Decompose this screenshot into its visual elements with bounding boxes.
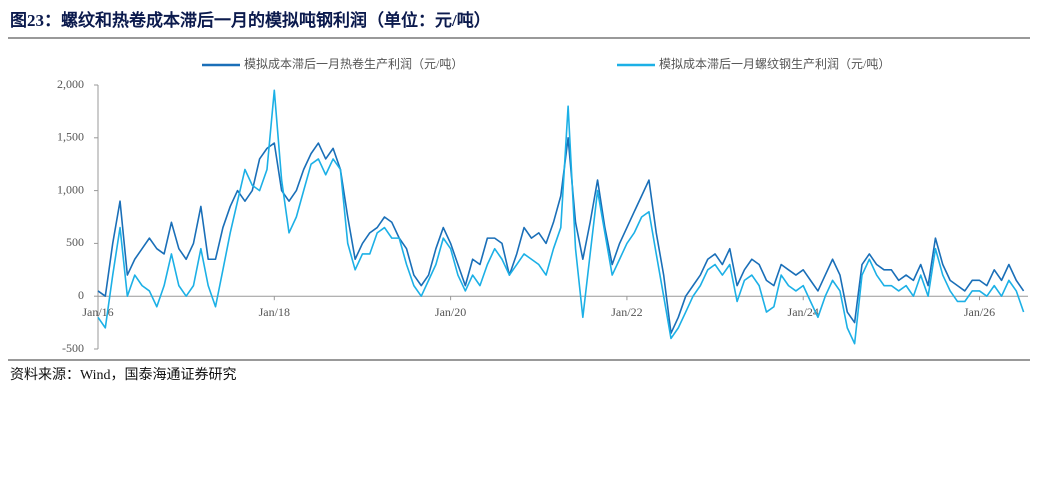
x-tick-label: Jan/26 [964,305,995,319]
y-tick-label: -500 [62,341,84,355]
x-tick-label: Jan/20 [435,305,466,319]
chart-title: 图23：螺纹和热卷成本滞后一月的模拟吨钢利润（单位：元/吨） [10,10,491,30]
y-tick-label: 1,000 [57,182,84,196]
x-tick-label: Jan/24 [788,305,819,319]
x-tick-label: Jan/18 [259,305,290,319]
x-tick-label: Jan/16 [82,305,113,319]
legend-label: 模拟成本滞后一月螺纹钢生产利润（元/吨） [659,57,890,71]
x-tick-label: Jan/22 [611,305,642,319]
y-tick-label: 500 [66,235,84,249]
y-tick-label: 0 [78,288,84,302]
y-tick-label: 2,000 [57,77,84,91]
series-line [97,89,1025,345]
series-line [97,137,1025,334]
source-note: 资料来源：Wind，国泰海通证券研究 [10,367,237,383]
y-tick-label: 1,500 [57,130,84,144]
legend-label: 模拟成本滞后一月热卷生产利润（元/吨） [244,56,463,71]
